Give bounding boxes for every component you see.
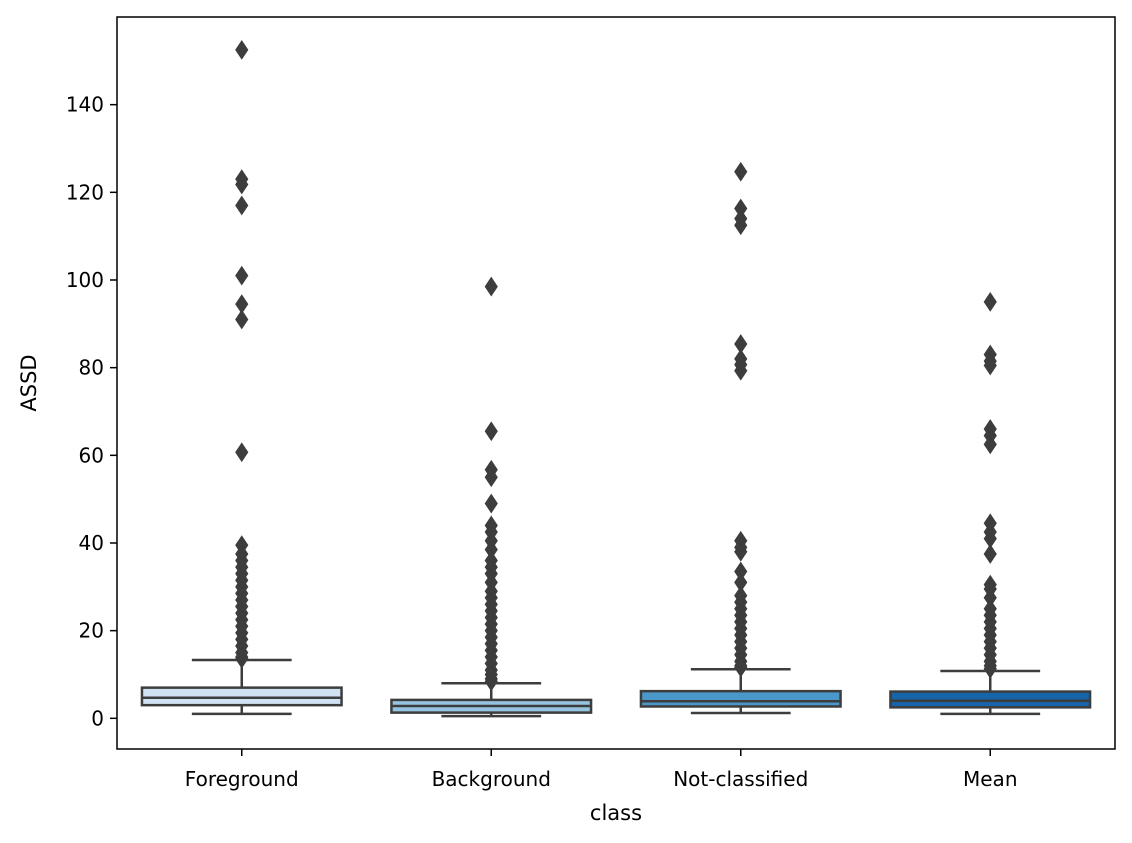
x-tick-label: Mean <box>963 767 1018 791</box>
plot-frame <box>116 16 1116 750</box>
box-iqr <box>140 686 343 707</box>
y-tick-label: 20 <box>79 619 104 643</box>
y-axis: 0 20 40 60 80 100 120 140 <box>66 93 117 730</box>
outlier-point <box>235 174 249 195</box>
y-axis-label: ASSD <box>17 354 41 411</box>
outlier-point <box>983 355 997 376</box>
y-tick-label: 40 <box>79 531 104 555</box>
y-tick-label: 140 <box>66 93 104 117</box>
box-group-3 <box>889 292 1092 716</box>
y-tick-label: 60 <box>79 443 104 467</box>
y-tick-label: 80 <box>79 356 104 380</box>
x-tick-label: Foreground <box>185 767 299 791</box>
outlier-point <box>484 493 498 514</box>
outlier-point <box>235 265 249 286</box>
box-iqr <box>889 690 1092 709</box>
x-tick-label: Background <box>432 767 551 791</box>
outlier-point <box>484 421 498 442</box>
plot-marks <box>140 39 1092 718</box>
outlier-point <box>235 442 249 463</box>
y-tick-label: 100 <box>66 268 104 292</box>
x-axis: Foreground Background Not-classified Mean <box>185 749 1018 791</box>
outlier-point <box>484 467 498 488</box>
y-tick-label: 0 <box>91 706 104 730</box>
outlier-point <box>484 276 498 297</box>
outlier-point <box>734 657 748 678</box>
x-tick-label: Not-classified <box>673 767 808 791</box>
outlier-point <box>235 648 249 669</box>
outlier-point <box>983 292 997 312</box>
box-iqr <box>639 689 842 708</box>
outlier-point <box>983 434 997 455</box>
outlier-point <box>235 39 249 60</box>
outlier-point <box>235 309 249 330</box>
outlier-point <box>235 195 249 216</box>
outlier-point <box>734 360 748 381</box>
outlier-point <box>484 671 498 692</box>
outlier-point <box>734 215 748 236</box>
x-axis-label: class <box>590 801 642 825</box>
outlier-point <box>734 541 748 562</box>
box-group-2 <box>639 161 842 715</box>
outlier-point <box>983 544 997 564</box>
outlier-point <box>983 658 997 679</box>
outlier-point <box>734 161 748 182</box>
box-group-0 <box>140 39 343 716</box>
box-group-1 <box>390 276 593 718</box>
y-tick-label: 120 <box>66 180 104 204</box>
